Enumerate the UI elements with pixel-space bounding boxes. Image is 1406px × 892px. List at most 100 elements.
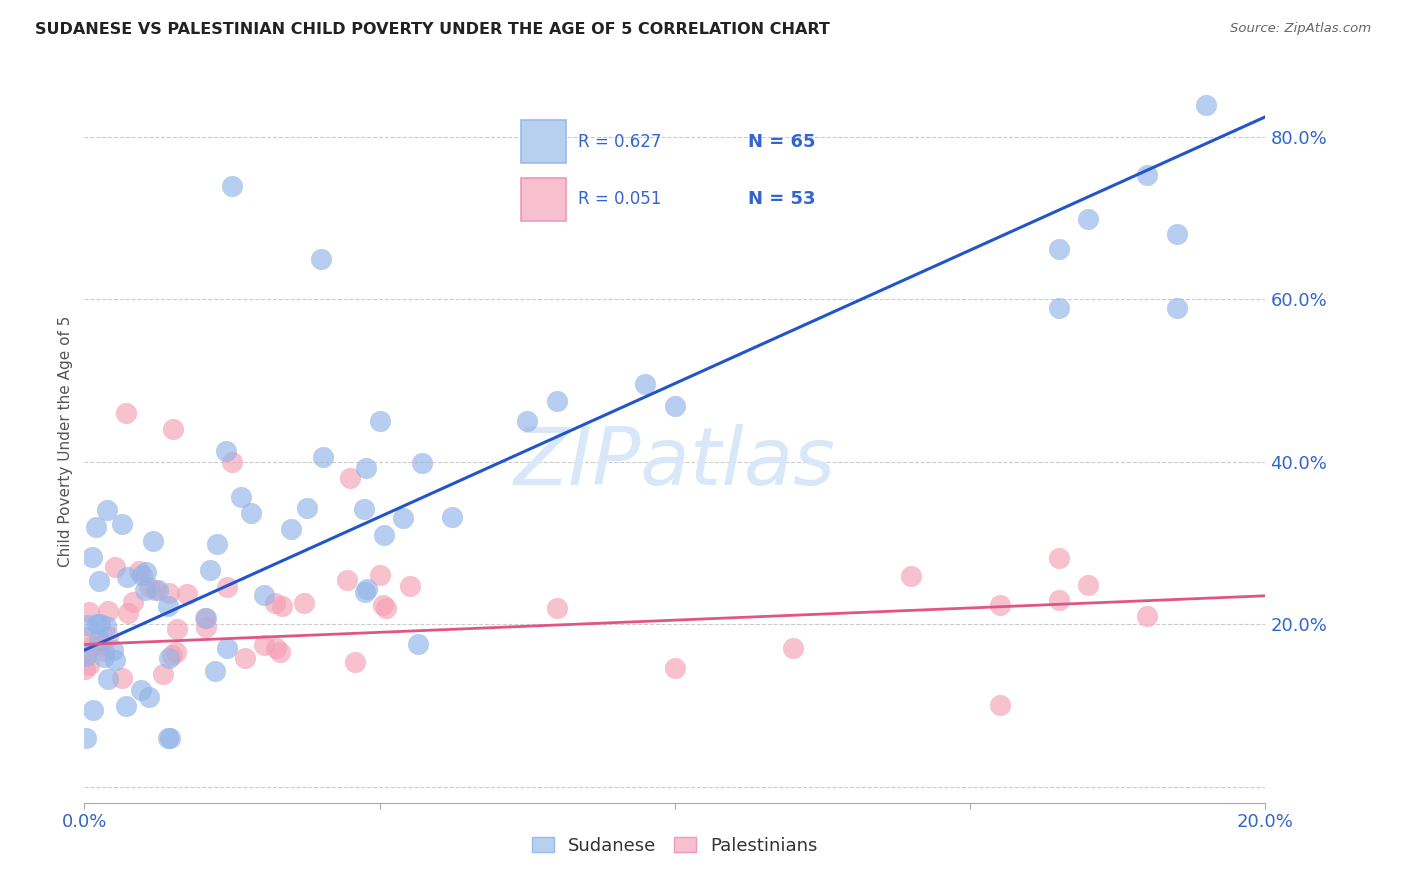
Point (280, 522, 302, 536)
Point (134, 582, 156, 597)
Point (73, 631, 96, 645)
Point (76, 618, 98, 632)
Point (1047, 550, 1070, 565)
Point (111, 516, 134, 531)
Point (233, 650, 256, 665)
Point (117, 607, 139, 621)
Point (82, 550, 104, 565)
Point (159, 586, 181, 600)
Point (217, 640, 239, 655)
Point (546, 601, 568, 615)
Point (353, 502, 375, 516)
Point (162, 422, 184, 436)
Point (1047, 301, 1070, 315)
Point (336, 573, 359, 587)
Point (373, 599, 395, 613)
Point (82, 703, 104, 717)
Point (440, 510, 463, 524)
Point (1195, 97, 1218, 112)
Point (86, 616, 108, 631)
Point (75, 648, 97, 662)
Point (152, 667, 174, 681)
Point (309, 252, 332, 266)
Point (411, 456, 433, 470)
Point (115, 698, 138, 713)
Point (82, 638, 104, 652)
Point (205, 537, 228, 551)
Point (75, 662, 97, 676)
Text: Source: ZipAtlas.com: Source: ZipAtlas.com (1230, 22, 1371, 36)
Point (75, 649, 97, 664)
Point (77, 657, 100, 672)
Point (900, 569, 922, 583)
Point (546, 394, 568, 409)
Point (988, 698, 1011, 713)
Point (194, 620, 217, 634)
Point (93, 650, 115, 665)
Point (368, 568, 391, 582)
Point (165, 645, 187, 659)
Point (104, 652, 127, 666)
Point (194, 611, 217, 625)
Point (87, 633, 110, 648)
Point (176, 587, 198, 601)
Point (217, 580, 239, 594)
Point (1136, 169, 1159, 183)
Point (97, 673, 120, 687)
Point (103, 559, 125, 574)
Point (353, 585, 375, 599)
Point (271, 599, 294, 613)
Point (374, 601, 396, 615)
Point (373, 528, 395, 542)
Point (122, 595, 145, 609)
Point (264, 641, 287, 656)
Point (356, 582, 378, 596)
Point (634, 376, 657, 391)
Point (253, 588, 276, 602)
Point (297, 500, 319, 515)
Point (90, 638, 112, 652)
Point (253, 638, 276, 652)
Point (408, 637, 430, 651)
Point (162, 648, 184, 663)
Point (103, 642, 125, 657)
Point (198, 563, 221, 577)
Point (354, 460, 377, 475)
Point (204, 665, 226, 679)
Point (664, 399, 686, 413)
Point (1166, 301, 1188, 315)
Text: ZIPatlas: ZIPatlas (513, 425, 837, 502)
Point (215, 444, 238, 458)
Point (131, 568, 153, 582)
Point (221, 178, 243, 193)
Point (229, 491, 252, 505)
Point (1047, 592, 1070, 607)
Point (129, 683, 152, 698)
Point (194, 611, 217, 625)
Point (93, 643, 115, 657)
Text: SUDANESE VS PALESTINIAN CHILD POVERTY UNDER THE AGE OF 5 CORRELATION CHART: SUDANESE VS PALESTINIAN CHILD POVERTY UN… (35, 22, 830, 37)
Point (166, 623, 188, 637)
Point (312, 450, 335, 465)
Point (516, 414, 538, 428)
Point (1077, 212, 1099, 227)
Point (292, 595, 315, 609)
Point (117, 570, 139, 584)
Point (664, 661, 686, 675)
Point (1077, 578, 1099, 592)
Point (221, 455, 243, 469)
Point (339, 471, 361, 485)
Point (159, 731, 181, 745)
Point (264, 596, 287, 610)
Point (156, 599, 179, 613)
Point (142, 534, 165, 549)
Point (156, 731, 179, 745)
Point (89, 617, 111, 632)
Point (114, 406, 136, 420)
Point (392, 511, 415, 525)
Point (138, 580, 160, 594)
Point (84, 520, 107, 534)
Point (94, 619, 117, 633)
Legend: Sudanese, Palestinians: Sudanese, Palestinians (524, 830, 825, 863)
Point (96, 503, 118, 517)
